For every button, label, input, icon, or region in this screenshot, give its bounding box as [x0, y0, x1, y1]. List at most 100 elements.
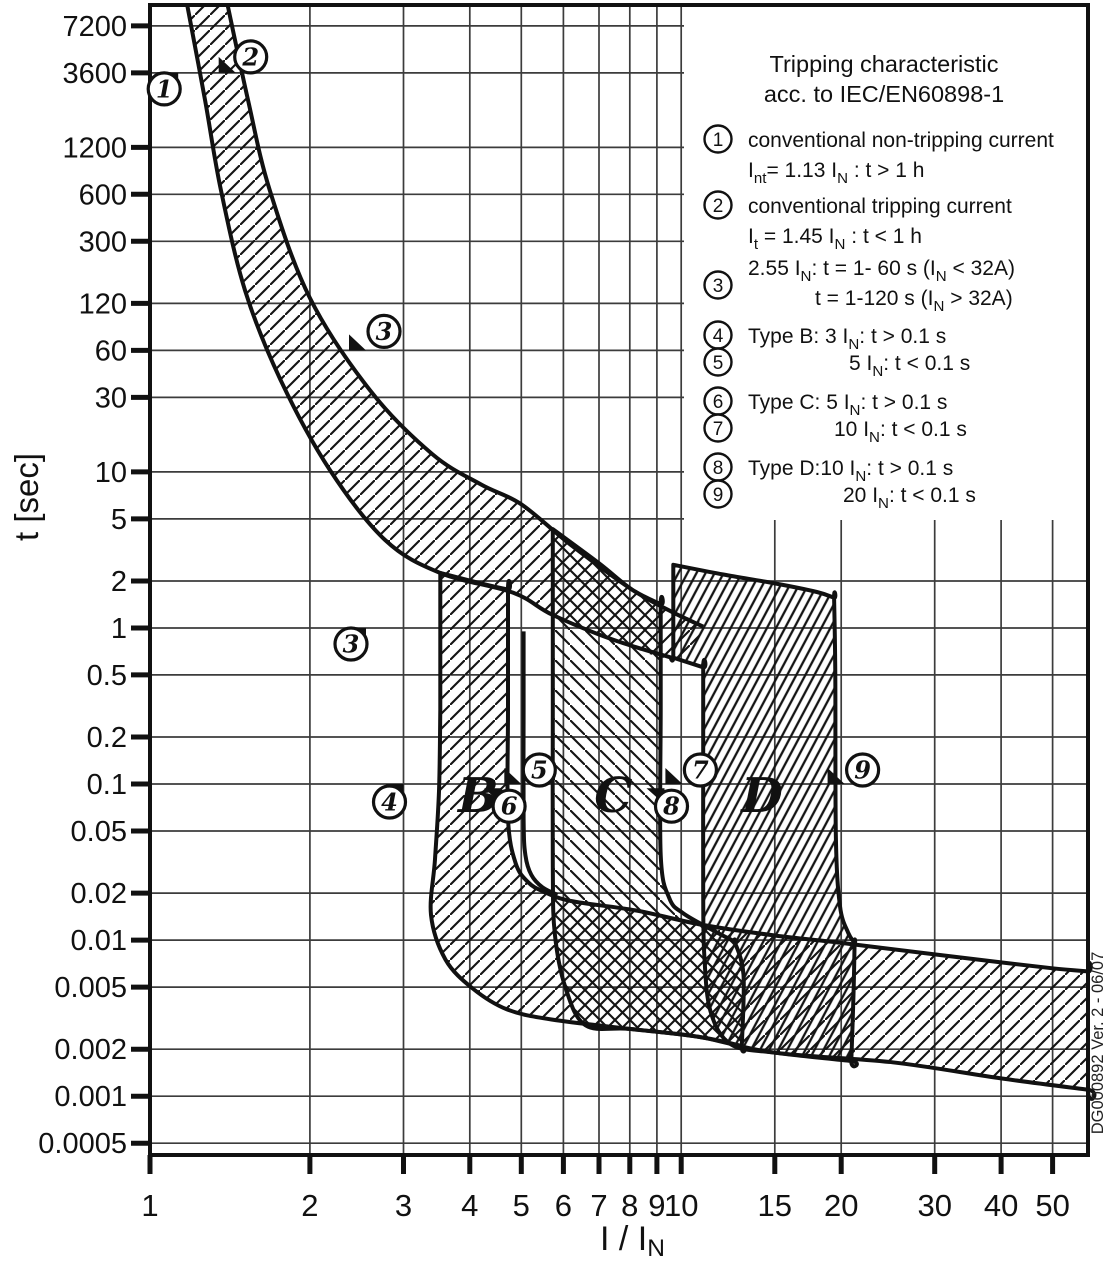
marker-6: 6	[484, 788, 527, 824]
marker-4: 4	[371, 784, 408, 820]
x-tick-label: 20	[824, 1188, 858, 1223]
y-tick-label: 0.002	[54, 1034, 127, 1066]
marker-flag	[218, 56, 236, 73]
legend-item-text: 2.55 IN: t = 1- 60 s (IN < 32A)	[748, 257, 1015, 285]
x-tick-label: 40	[984, 1188, 1018, 1223]
x-tick-label: 30	[917, 1188, 951, 1223]
band-label-B: B	[456, 768, 499, 824]
y-tick-label: 0.02	[71, 878, 127, 910]
y-tick-label: 0.01	[71, 925, 127, 957]
legend-item-4: 4 Type B: 3 IN: t > 0.1 s	[703, 320, 946, 353]
legend-item-number-circle	[703, 270, 733, 300]
type-d-band	[669, 562, 859, 1069]
marker-number: 6	[501, 792, 518, 821]
legend-item-text: Int= 1.13 IN : t > 1 h	[748, 159, 924, 187]
marker-circle	[366, 313, 402, 349]
marker-circle	[233, 39, 269, 75]
x-tick-label: 15	[758, 1188, 792, 1223]
legend-item-text: Type B: 3 IN: t > 0.1 s	[748, 325, 946, 353]
marker-circle	[521, 752, 557, 788]
marker-number: 7	[692, 756, 709, 785]
thermal-band	[187, 5, 704, 659]
marker-3: 3	[349, 313, 402, 351]
legend-title: Tripping characteristic	[770, 51, 999, 77]
marker-8: 8	[646, 788, 690, 824]
legend-item-number: 4	[713, 326, 724, 347]
marker-number: 3	[343, 630, 360, 659]
x-tick-label: 7	[590, 1188, 607, 1223]
marker-flag	[665, 768, 683, 784]
legend-item-text: conventional non-tripping current	[748, 129, 1054, 152]
y-tick-label: 3600	[62, 58, 127, 90]
legend-item-number-circle	[703, 190, 733, 220]
legend-item-number: 6	[713, 392, 724, 413]
legend-item-number: 3	[713, 276, 724, 297]
legend-item-text: 5 IN: t < 0.1 s	[849, 352, 970, 380]
y-tick-label: 7200	[62, 11, 127, 43]
marker-circle	[844, 752, 881, 788]
thermal-band-upper-limit	[225, 4, 705, 629]
x-tick-label: 5	[513, 1188, 530, 1223]
y-tick-label: 5	[111, 504, 127, 536]
legend-item-number-circle	[703, 479, 733, 509]
thermal-band-lower-limit	[185, 4, 674, 661]
legend-item-text: conventional tripping current	[748, 195, 1012, 218]
x-tick-label: 9	[648, 1188, 665, 1223]
marker-flag	[504, 768, 522, 784]
y-tick-label: 60	[95, 335, 127, 367]
marker-number: 9	[854, 756, 871, 785]
legend-item-number: 5	[713, 353, 724, 374]
marker-circle	[371, 784, 408, 820]
legend: Tripping characteristic acc. to IEC/EN608…	[684, 7, 1086, 520]
x-tick-label: 10	[664, 1188, 698, 1223]
marker-5: 5	[504, 752, 557, 788]
marker-circle	[653, 788, 690, 824]
x-tick-label: 2	[301, 1188, 318, 1223]
y-tick-label: 0.0005	[38, 1128, 127, 1160]
marker-2: 2	[218, 39, 269, 75]
y-tick-label: 0.005	[54, 972, 127, 1004]
legend-item-text: It = 1.45 IN : t < 1 h	[748, 225, 922, 253]
marker-number: 3	[376, 317, 393, 346]
y-tick-label: 0.5	[87, 660, 127, 692]
legend-item-text: 20 IN: t < 0.1 s	[843, 484, 976, 512]
y-tick-label: 2	[111, 566, 127, 598]
marker-number: 8	[662, 792, 680, 821]
legend-item-2: 2 conventional tripping current It = 1.45 …	[703, 190, 1012, 253]
document-number: DG000892 Ver. 2 - 06/07	[1089, 952, 1107, 1135]
x-tick-label: 50	[1035, 1188, 1069, 1223]
legend-item-3: 3 2.55 IN: t = 1- 60 s (IN < 32A)t = 1-12…	[703, 257, 1015, 315]
five-in-limit-line	[521, 631, 559, 897]
marker-3: 3	[333, 626, 369, 662]
marker-number: 2	[241, 42, 259, 71]
y-tick-label: 1	[111, 613, 127, 645]
y-tick-label: 1200	[62, 132, 127, 164]
marker-number: 5	[531, 756, 548, 785]
legend-item-1: 1 conventional non-tripping current Int= 1…	[703, 124, 1054, 187]
legend-item-number: 8	[713, 458, 724, 479]
legend-item-text: 10 IN: t < 0.1 s	[834, 418, 967, 446]
band-label-D: D	[739, 768, 783, 824]
legend-item-7: 7 10 IN: t < 0.1 s	[703, 413, 967, 446]
marker-flag	[827, 768, 845, 784]
legend-item-text: t = 1-120 s (IN > 32A)	[815, 287, 1013, 315]
y-tick-label: 10	[95, 457, 127, 489]
legend-title: acc. to IEC/EN60898-1	[764, 81, 1004, 107]
marker-7: 7	[665, 752, 719, 788]
legend-item-number-circle	[703, 413, 733, 443]
legend-item-9: 9 20 IN: t < 0.1 s	[703, 479, 976, 512]
x-tick-label: 6	[555, 1188, 572, 1223]
x-axis-title: I / IN	[600, 1220, 665, 1262]
marker-circle	[682, 752, 719, 788]
marker-number: 1	[156, 74, 173, 103]
y-tick-label: 600	[79, 179, 127, 211]
y-axis-title: t [sec]	[8, 453, 45, 541]
marker-number: 4	[381, 788, 398, 817]
x-tick-label: 4	[461, 1188, 478, 1223]
marker-1: 1	[146, 71, 182, 107]
y-tick-label: 0.05	[71, 816, 127, 848]
x-tick-label: 3	[395, 1188, 412, 1223]
y-tick-label: 300	[79, 226, 127, 258]
y-tick-label: 120	[79, 288, 127, 320]
